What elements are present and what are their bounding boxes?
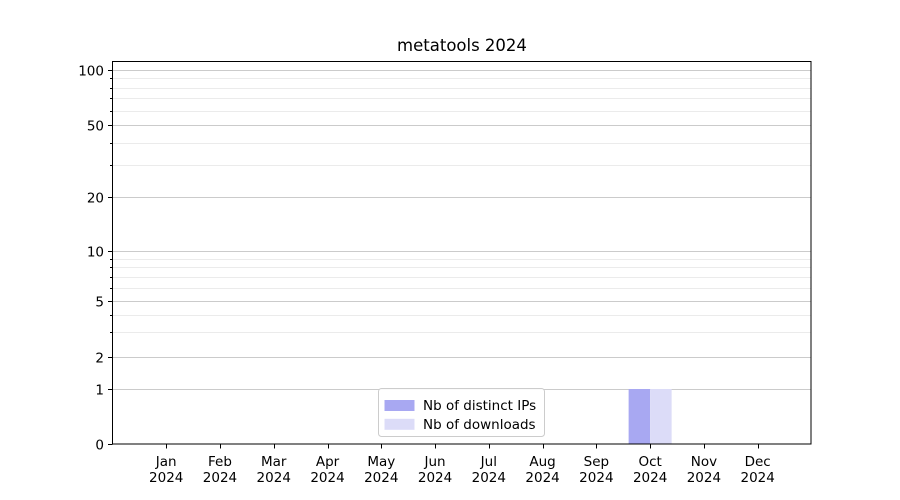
y-tick-label: 2 [95, 351, 104, 367]
x-tick-label: Mar 2024 [257, 454, 291, 486]
x-tick-label: Nov 2024 [687, 454, 721, 486]
legend-label-series1: Nb of downloads [423, 417, 536, 433]
legend-box [378, 388, 545, 437]
y-tick-label: 100 [78, 64, 104, 80]
legend-swatch-series1 [384, 418, 415, 430]
x-tick-label: Dec 2024 [740, 454, 774, 486]
x-tick-label: Jan 2024 [149, 454, 183, 486]
x-tick-label: Feb 2024 [203, 454, 237, 486]
y-tick-label: 0 [95, 438, 104, 454]
axes-frame [112, 61, 812, 445]
x-tick-label: Oct 2024 [633, 454, 667, 486]
x-tick-label: Jul 2024 [472, 454, 506, 486]
bar-oct-series0 [628, 389, 651, 444]
y-tick-label: 50 [87, 119, 104, 135]
y-tick-label: 10 [87, 245, 104, 261]
x-tick-label: Aug 2024 [525, 454, 559, 486]
legend-swatch-series0 [384, 400, 415, 411]
y-tick-label: 5 [95, 295, 104, 311]
y-tick-label: 20 [87, 191, 104, 207]
x-tick-label: Sep 2024 [579, 454, 613, 486]
x-tick-label: May 2024 [364, 454, 398, 486]
x-tick-label: Apr 2024 [310, 454, 344, 486]
bar-oct-series1 [650, 389, 672, 444]
y-tick-label: 1 [95, 383, 104, 399]
chart-title: metatools 2024 [397, 36, 527, 55]
x-tick-label: Jun 2024 [418, 454, 452, 486]
legend-label-series0: Nb of distinct IPs [423, 398, 536, 414]
